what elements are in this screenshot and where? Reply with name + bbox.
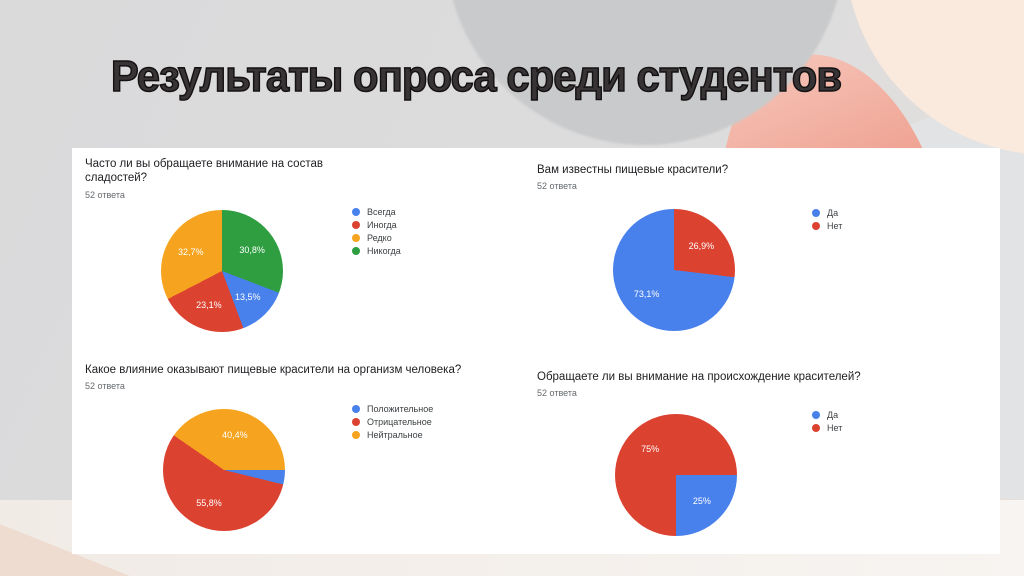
pie-percent-label: 32,7% [178,246,204,257]
legend-item: Редко [352,232,401,243]
legend-item: Нейтральное [352,429,433,440]
legend-label: Нейтральное [367,429,423,440]
chart-header: Часто ли вы обращаете внимание на состав… [85,157,385,200]
pie-chart: 26,9% 73,1% [613,209,735,331]
legend-color-dot [352,404,360,413]
legend-label: Да [827,409,839,420]
legend-label: Никогда [367,245,401,256]
chart-title: Какое влияние оказывают пищевые красител… [85,364,462,376]
legend-item: Положительное [352,403,434,414]
pie-percent-label: 55,8% [196,498,222,509]
chart-title: Вам известны пищевые красители? [537,164,729,176]
chart-legend: Положительное Отрицательное Нейтральное [352,404,433,443]
legend-color-dot [352,430,360,439]
chart-header: Вам известны пищевые красители? 52 ответ… [537,163,857,191]
pie-percent-label: 73,1% [633,289,660,300]
chart-header: Какое влияние оказывают пищевые красител… [85,363,485,391]
chart-title: Часто ли вы обращаете внимание на состав… [85,158,323,185]
chart-response-count: 52 ответа [537,181,577,192]
chart-title: Обращаете ли вы внимание на происхождени… [537,371,861,383]
chart-legend: Да Нет [812,410,842,436]
legend-label: Нет [827,220,843,231]
legend-label: Иногда [367,219,397,230]
pie-percent-label: 75% [641,444,660,455]
legend-label: Всегда [367,206,396,217]
chart-header: Обращаете ли вы внимание на происхождени… [537,370,937,398]
chart-legend: Да Нет [812,208,842,234]
legend-color-dot [812,410,820,419]
legend-item: Нет [812,422,843,433]
legend-item: Да [812,409,842,420]
legend-color-dot [352,246,360,255]
slide-title: Результаты опроса среди студентов [110,51,843,102]
chart-legend: Всегда Иногда Редко Никогда [352,207,401,259]
legend-label: Редко [367,232,392,243]
legend-color-dot [352,220,360,229]
pie-percent-label: 23,1% [196,300,222,311]
pie-percent-label: 25% [692,495,711,506]
legend-label: Положительное [367,403,434,414]
legend-item: Отрицательное [352,416,433,427]
pie-chart: 25% 75% [615,414,737,536]
pie-percent-label: 13,5% [235,291,261,302]
legend-color-dot [352,233,360,242]
chart-response-count: 52 ответа [85,189,125,200]
legend-color-dot [352,417,360,426]
legend-color-dot [812,208,820,217]
legend-label: Отрицательное [367,416,432,427]
chart-response-count: 52 ответа [537,388,577,399]
legend-item: Нет [812,220,843,231]
legend-item: Всегда [352,206,401,217]
legend-item: Никогда [352,245,401,256]
legend-label: Да [827,207,839,218]
legend-item: Да [812,207,842,218]
legend-color-dot [352,207,360,216]
pie-percent-label: 30,8% [239,245,265,256]
legend-label: Нет [827,422,843,433]
pie-percent-label: 40,4% [222,430,248,441]
chart-response-count: 52 ответа [85,381,125,392]
legend-color-dot [812,221,820,230]
pie-percent-label: 26,9% [688,240,715,251]
pie-chart: 30,8% 13,5% 23,1% 32,7% [161,210,283,332]
pie-chart: 40,4% 55,8% [163,409,285,531]
legend-color-dot [812,423,820,432]
legend-item: Иногда [352,219,401,230]
